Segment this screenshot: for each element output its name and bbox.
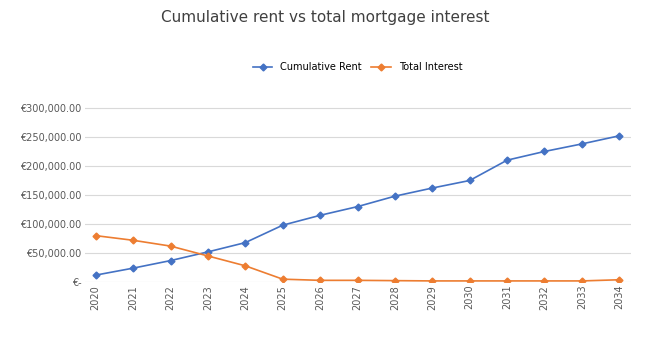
Total Interest [166, 244, 174, 248]
Total Interest [578, 279, 586, 283]
Total Interest [92, 234, 99, 238]
Cumulative Rent [391, 194, 399, 198]
Total Interest [279, 277, 287, 281]
Cumulative Rent [428, 186, 436, 190]
Total Interest [503, 279, 511, 283]
Cumulative Rent [578, 142, 586, 146]
Total Interest [466, 279, 474, 283]
Cumulative Rent [541, 149, 549, 153]
Cumulative Rent [466, 179, 474, 183]
Line: Cumulative Rent: Cumulative Rent [94, 133, 621, 278]
Total Interest [316, 278, 324, 282]
Total Interest [129, 238, 137, 243]
Cumulative Rent [166, 259, 174, 263]
Cumulative Rent [279, 223, 287, 227]
Cumulative Rent [92, 273, 99, 277]
Cumulative Rent [503, 158, 511, 162]
Total Interest [391, 279, 399, 283]
Legend: Cumulative Rent, Total Interest: Cumulative Rent, Total Interest [251, 60, 464, 74]
Cumulative Rent [354, 205, 361, 209]
Total Interest [354, 278, 361, 282]
Text: Cumulative rent vs total mortgage interest: Cumulative rent vs total mortgage intere… [161, 10, 489, 25]
Cumulative Rent [129, 266, 137, 270]
Total Interest [428, 279, 436, 283]
Cumulative Rent [204, 250, 212, 254]
Cumulative Rent [616, 134, 623, 138]
Line: Total Interest: Total Interest [94, 233, 621, 283]
Total Interest [241, 264, 249, 268]
Cumulative Rent [241, 240, 249, 245]
Cumulative Rent [316, 213, 324, 217]
Total Interest [541, 279, 549, 283]
Total Interest [616, 278, 623, 282]
Total Interest [204, 254, 212, 258]
